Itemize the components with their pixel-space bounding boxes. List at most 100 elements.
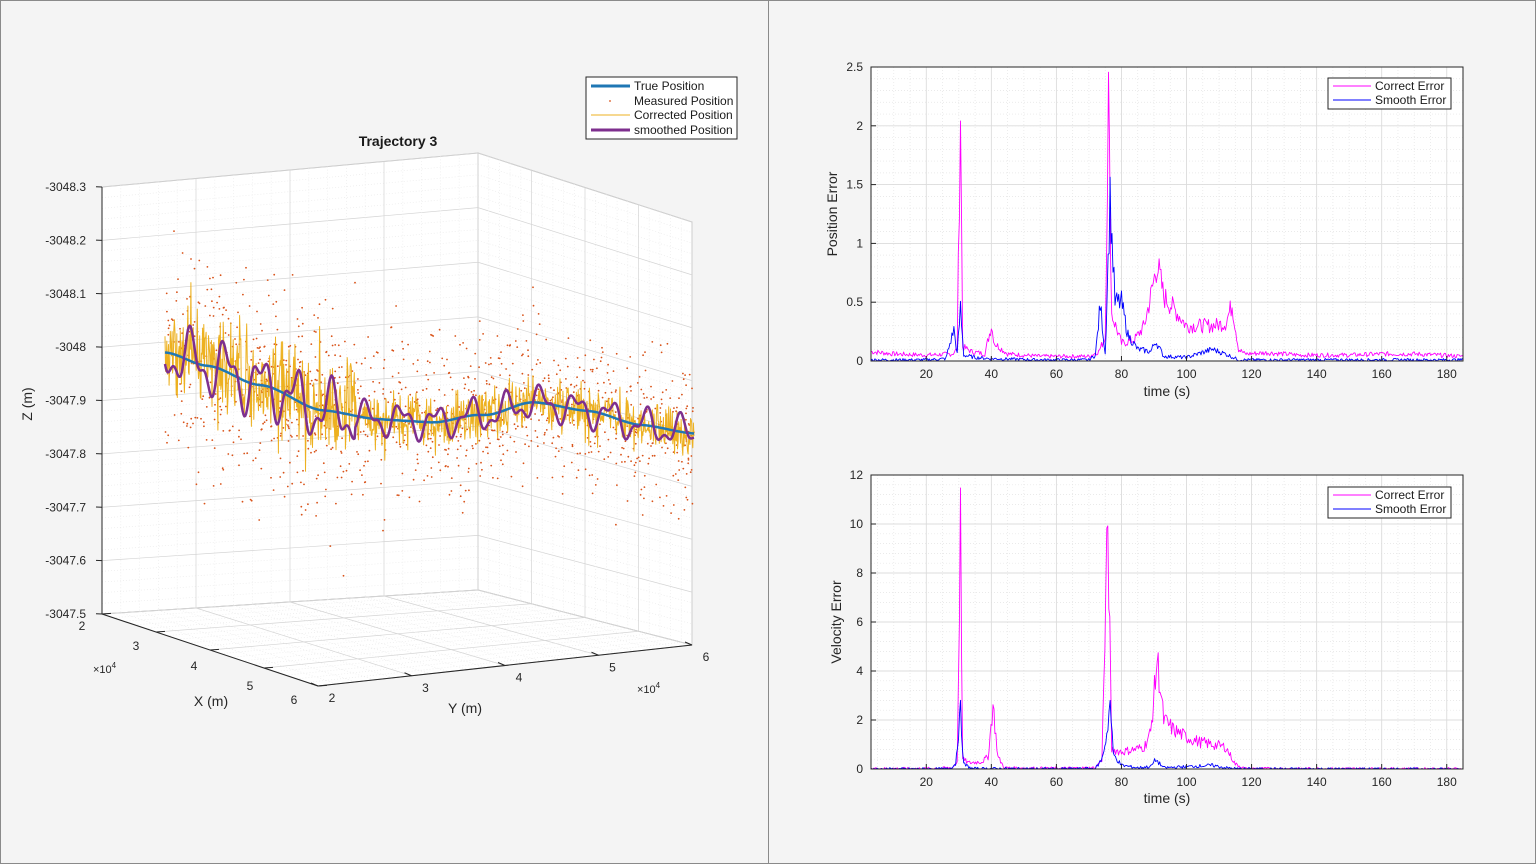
measured-point [638, 376, 641, 378]
measured-point [325, 488, 327, 491]
measured-point [297, 335, 300, 338]
measured-point [681, 460, 683, 463]
measured-point [671, 380, 674, 382]
measured-point [479, 475, 482, 477]
velocity-legend-correct: Correct Error [1375, 488, 1444, 502]
measured-point [500, 362, 503, 365]
measured-point [443, 364, 446, 367]
measured-point [214, 403, 216, 406]
measured-point [588, 451, 590, 454]
velocity-error-x-tick-label: 160 [1372, 775, 1392, 789]
measured-point [566, 365, 569, 368]
measured-point [397, 494, 400, 497]
measured-point [280, 432, 282, 435]
measured-point [341, 437, 343, 440]
trajectory-lines [163, 282, 695, 472]
measured-point [615, 462, 618, 465]
measured-point [409, 393, 412, 396]
measured-point [499, 374, 501, 376]
measured-point [643, 486, 646, 488]
measured-point [482, 333, 484, 335]
measured-point [570, 461, 573, 464]
measured-point [459, 484, 462, 487]
measured-point [181, 252, 184, 254]
measured-point [691, 387, 693, 390]
z-tick-label: -3047.8 [45, 447, 86, 461]
velocity-error-x-tick-label: 80 [1115, 775, 1129, 789]
measured-point [685, 418, 687, 421]
measured-point [591, 474, 594, 476]
measured-point [521, 372, 524, 375]
measured-point [687, 462, 690, 465]
measured-point [225, 309, 228, 311]
measured-point [279, 400, 282, 403]
measured-point [448, 493, 451, 496]
measured-point [531, 368, 534, 371]
y-tick [684, 641, 693, 646]
measured-point [514, 340, 517, 342]
measured-point [205, 439, 208, 441]
measured-point [535, 394, 538, 397]
measured-point [369, 367, 372, 369]
measured-point [206, 266, 209, 268]
measured-point [288, 427, 290, 430]
position-error-x-tick-label: 80 [1115, 367, 1129, 381]
measured-point [176, 291, 178, 294]
x-tick [209, 648, 220, 651]
position-error-x-tick-label: 60 [1050, 367, 1064, 381]
measured-point [651, 500, 654, 503]
measured-point [652, 396, 655, 399]
measured-point [508, 374, 511, 377]
position-legend-box [1327, 77, 1452, 110]
measured-point [211, 439, 214, 441]
measured-point [495, 386, 498, 389]
measured-point [447, 372, 450, 375]
measured-point [415, 391, 418, 394]
measured-point [521, 354, 523, 357]
measured-point [398, 443, 401, 446]
measured-point [425, 444, 428, 447]
measured-point [401, 340, 404, 343]
measured-point [259, 350, 262, 352]
measured-point [543, 377, 546, 380]
measured-point [313, 432, 316, 435]
measured-point [524, 443, 526, 446]
measured-point [466, 428, 469, 431]
measured-point [193, 321, 196, 323]
measured-point [690, 469, 693, 471]
measured-point [566, 414, 569, 417]
measured-point [685, 407, 688, 410]
velocity-error-x-tick-label: 40 [985, 775, 999, 789]
measured-point [331, 344, 334, 347]
measured-point [416, 359, 419, 361]
floor-gridline-y [346, 598, 562, 660]
measured-point [376, 435, 379, 438]
measured-point [301, 322, 304, 325]
measured-point [610, 391, 613, 394]
y-tick-label: 5 [609, 660, 616, 674]
measured-point [661, 446, 663, 449]
measured-point [186, 298, 188, 300]
measured-point [522, 320, 525, 322]
measured-point [307, 447, 310, 450]
measured-point [460, 433, 462, 436]
measured-point [624, 460, 626, 463]
measured-point [367, 460, 369, 463]
measured-point [300, 481, 302, 484]
measured-point [313, 450, 316, 453]
measured-point [295, 408, 298, 411]
measured-point [235, 343, 238, 346]
measured-point [315, 477, 318, 480]
measured-point [500, 351, 502, 353]
velocity-error-x-tick-label: 120 [1242, 775, 1262, 789]
measured-point [238, 464, 240, 467]
measured-point [425, 387, 428, 390]
velocity-error-y-tick-label: 4 [856, 664, 863, 678]
measured-point [286, 485, 289, 488]
measured-point [637, 456, 640, 459]
measured-point [559, 369, 562, 372]
measured-point [457, 440, 460, 442]
measured-point [372, 380, 374, 383]
measured-point [438, 388, 441, 391]
position-legend-correct: Correct Error [1375, 79, 1444, 93]
